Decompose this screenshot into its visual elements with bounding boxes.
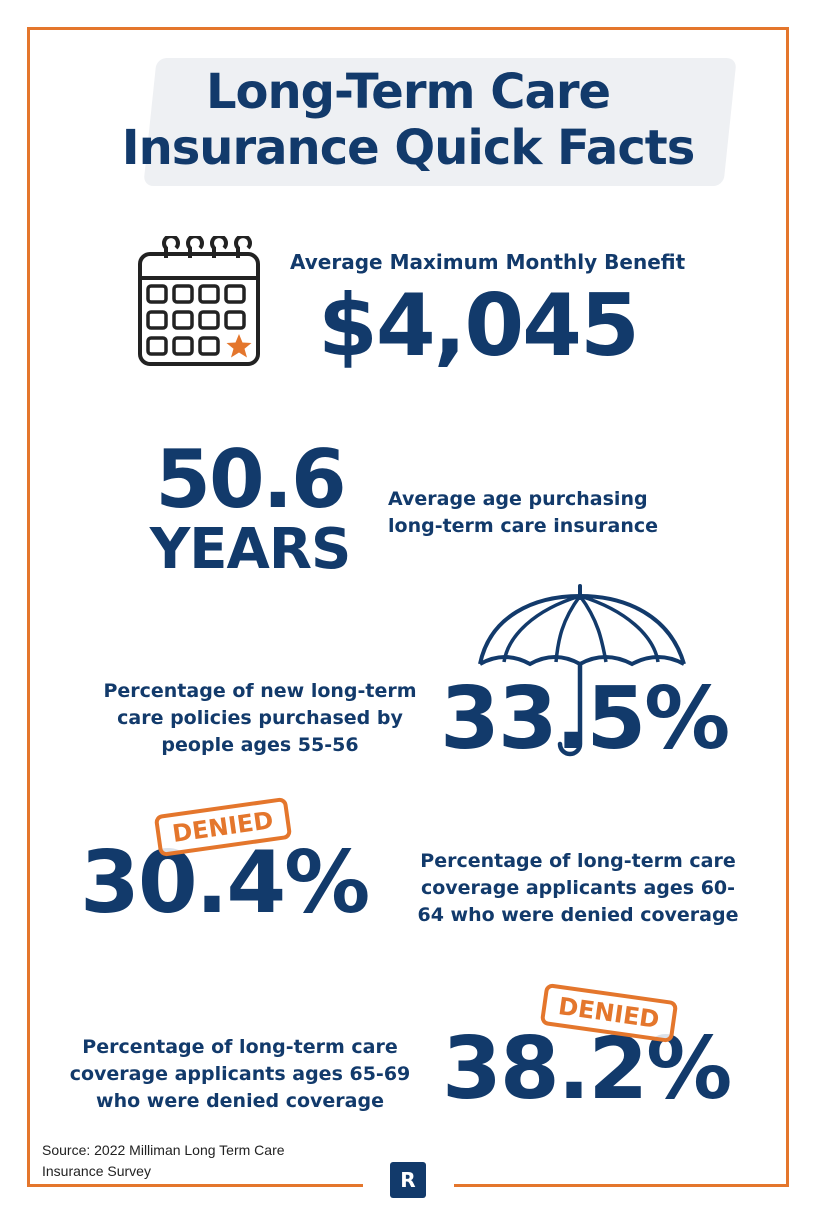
page-border xyxy=(27,27,789,1187)
border-bottom-right xyxy=(454,1184,789,1187)
denied-60-64-label: Percentage of long-term care coverage ap… xyxy=(417,850,739,926)
calendar-icon xyxy=(138,236,260,366)
denied-60-64-value: 30.4% xyxy=(80,833,370,933)
monthly-benefit-label: Average Maximum Monthly Benefit xyxy=(290,250,686,274)
average-age-value: 50.6 xyxy=(155,433,346,526)
star-icon xyxy=(226,334,252,358)
source-citation: Source: 2022 Milliman Long Term Care Ins… xyxy=(42,1142,285,1179)
average-age-label: Average age purchasing long-term care in… xyxy=(388,488,659,537)
page-title: Long-Term Care Insurance Quick Facts xyxy=(121,64,696,176)
denied-65-69-value: 38.2% xyxy=(442,1019,732,1119)
monthly-benefit-value: $4,045 xyxy=(318,276,640,376)
umbrella-icon xyxy=(478,584,686,757)
border-bottom-left xyxy=(27,1184,363,1187)
ages-55-56-label: Percentage of new long-term care policie… xyxy=(103,680,417,756)
average-age-unit: YEARS xyxy=(149,517,352,582)
brand-logo: R xyxy=(390,1162,426,1198)
ages-55-56-value: 33.5% xyxy=(440,669,730,769)
denied-65-69-label: Percentage of long-term care coverage ap… xyxy=(69,1036,411,1112)
